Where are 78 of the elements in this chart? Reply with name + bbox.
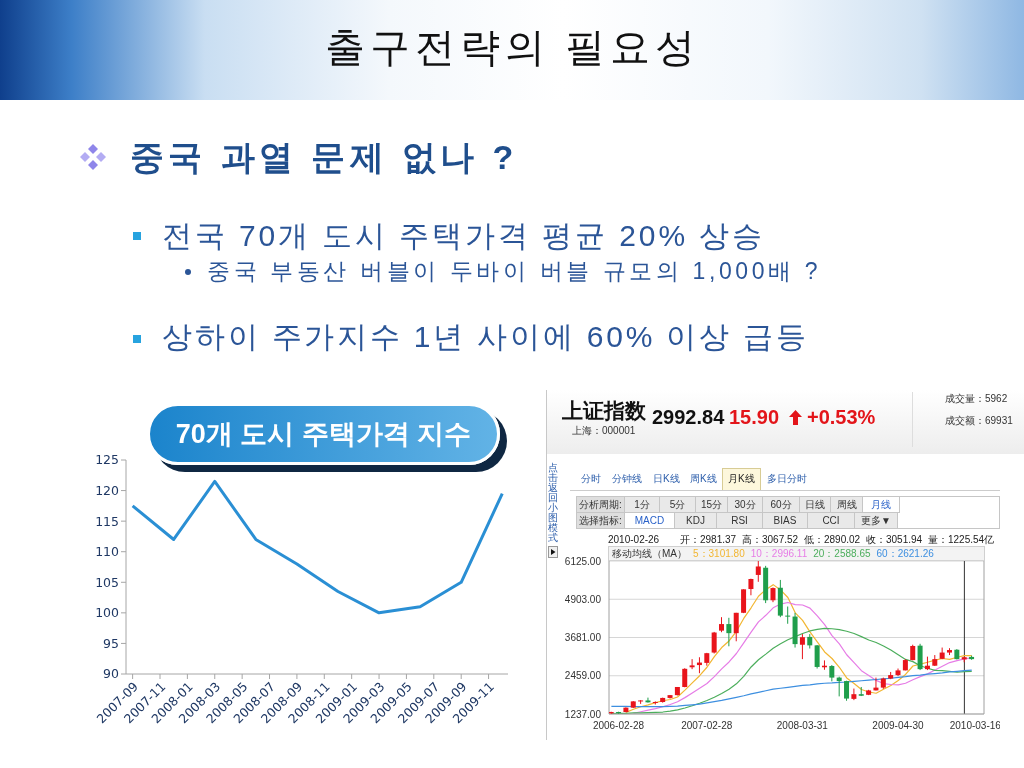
text: 量：1225.54亿 xyxy=(928,534,995,545)
text: 低：2890.02 xyxy=(804,534,861,545)
text: 更多▼ xyxy=(861,514,891,526)
text: 分析周期: xyxy=(579,498,622,510)
text: 月线 xyxy=(871,498,891,510)
text: 15分 xyxy=(700,498,723,510)
text: 20：2588.65 xyxy=(813,547,871,559)
y-tick-label: 6125.00 xyxy=(564,555,602,567)
text: 2992.84 xyxy=(652,406,725,428)
text: 전국 70개 도시 주택가격 평균 20% 상승 xyxy=(162,219,766,252)
text: RSI xyxy=(731,514,748,526)
y-tick-label: 95 xyxy=(103,635,119,651)
legend-title: 移动均线（MA） xyxy=(612,547,687,559)
y-tick-label: 115 xyxy=(95,513,119,529)
y-tick-label: 120 xyxy=(95,483,120,499)
candlestick xyxy=(814,644,820,670)
x-tick-label: 2007-02-28 xyxy=(681,720,733,732)
text: 60分 xyxy=(770,498,792,510)
candlestick xyxy=(645,697,651,704)
candlestick xyxy=(799,633,805,660)
text: 选择指标: xyxy=(579,514,622,526)
y-tick-label: 100 xyxy=(95,605,120,621)
x-tick-label: 2006-02-28 xyxy=(592,720,645,732)
y-tick-label: 4903.00 xyxy=(564,593,602,605)
y-tick-label: 3681.00 xyxy=(564,632,602,644)
text: 5：3101.80 xyxy=(693,547,745,559)
text: MACD xyxy=(634,514,665,526)
x-tick-label: 2008-03-31 xyxy=(776,720,829,732)
candlestick xyxy=(733,612,739,642)
text: KDJ xyxy=(686,514,705,526)
chart-title: 70개 도시 주택가격 지수 xyxy=(175,419,472,449)
text: 10：2996.11 xyxy=(750,547,808,559)
chart-subtitle: 上海：000001 xyxy=(572,425,636,436)
candlestick xyxy=(755,561,761,583)
text: 1分 xyxy=(634,498,650,510)
line-series xyxy=(610,669,973,708)
x-tick-label: 2009-04-30 xyxy=(872,720,924,732)
candlestick xyxy=(851,688,857,701)
text: 成交量：5962 xyxy=(945,393,1008,404)
candlestick xyxy=(726,617,732,647)
text: 周线 xyxy=(836,498,857,510)
text: 开：2981.37 xyxy=(680,534,737,545)
x-tick-label: 2010-03-16 xyxy=(949,720,1002,732)
text: 分时 xyxy=(581,473,601,484)
candlestick xyxy=(785,606,791,625)
text: 高：3067.52 xyxy=(742,534,799,545)
text: 多日分时 xyxy=(767,473,807,484)
text: +0.53% xyxy=(807,406,876,428)
text: 日K线 xyxy=(653,473,680,484)
text: 5分 xyxy=(669,498,686,510)
text: 周K线 xyxy=(690,473,717,484)
text: 收：3051.94 xyxy=(866,534,923,545)
text: CCI xyxy=(822,514,840,526)
line-series xyxy=(131,479,504,615)
candlestick xyxy=(689,658,695,670)
text: BIAS xyxy=(773,514,797,526)
y-tick-label: 105 xyxy=(95,574,119,590)
line-series xyxy=(625,584,973,713)
text: 点击返回小图模式 xyxy=(548,462,558,543)
text: 상하이 주가지수 1년 사이에 60% 이상 급등 xyxy=(162,320,809,353)
text: 중국 과열 문제 없나 ? xyxy=(130,138,518,176)
candlestick xyxy=(917,643,923,671)
text: 출구전략의 필요성 xyxy=(324,25,700,70)
text: 日线 xyxy=(805,498,825,510)
y-tick-label: 110 xyxy=(95,544,120,560)
y-tick-label: 1237.00 xyxy=(564,708,602,720)
text: 分钟线 xyxy=(612,473,642,484)
text: 成交额：69931 xyxy=(945,415,1013,426)
text: 중국 부동산 버블이 두바이 버블 규모의 1,000배 ? xyxy=(207,258,822,284)
text: 2010-02-26 xyxy=(608,534,660,545)
y-tick-label: 90 xyxy=(103,666,120,682)
candlestick xyxy=(652,700,658,706)
y-tick-label: 125 xyxy=(95,452,119,468)
chart-title: 上证指数 xyxy=(562,399,646,422)
text: 60：2621.26 xyxy=(876,547,934,559)
y-tick-label: 2459.00 xyxy=(564,670,602,682)
text: 15.90 xyxy=(729,406,780,428)
text: 30分 xyxy=(734,498,756,510)
